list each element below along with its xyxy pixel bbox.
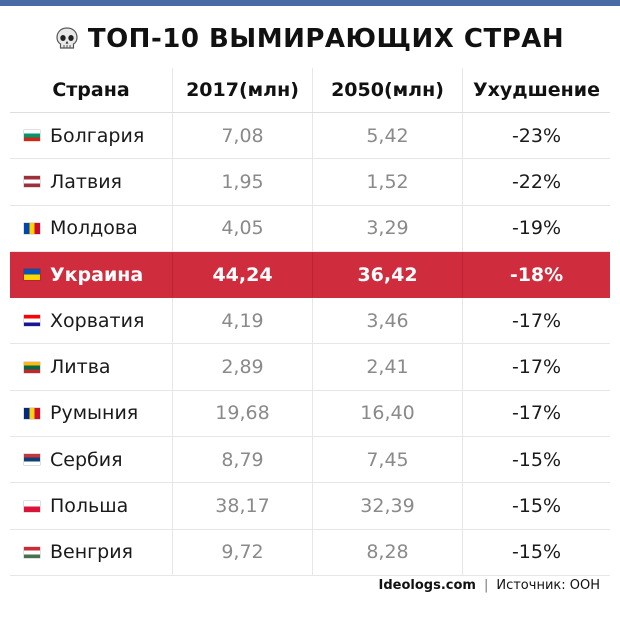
footer-source: Источник: ООН: [496, 577, 600, 593]
change-value: -17%: [511, 402, 562, 425]
table-row: Польша 38,17 32,39 -15%: [10, 483, 610, 530]
table-row: Румыния 19,68 16,40 -17%: [10, 390, 610, 438]
value-2017: 1,95: [173, 159, 313, 205]
table-row: Венгрия 9,72 8,28 -15%: [10, 529, 610, 576]
value-2017: 4,05: [173, 205, 313, 251]
flag-icon: [24, 315, 40, 327]
flag-icon: [24, 454, 40, 466]
header-country: Страна: [10, 68, 173, 112]
value-2050: 16,40: [313, 390, 463, 437]
change-value: -15%: [511, 495, 562, 518]
country-cell: Сербия: [10, 437, 173, 483]
country-cell: Литва: [10, 344, 173, 390]
value-2050: 8,28: [313, 529, 463, 575]
value-2017: 8,79: [173, 437, 313, 483]
footer: Ideologs.com | Источник: ООН: [0, 570, 620, 600]
country-cell: Латвия: [10, 159, 173, 205]
change-value: -18%: [509, 263, 564, 286]
page-title: ТОП-10 ВЫМИРАЮЩИХ СТРАН: [0, 14, 620, 64]
value-2017: 4,19: [173, 298, 313, 344]
flag-icon: [24, 361, 40, 373]
country-name: Болгария: [50, 124, 145, 147]
top-strip: [0, 0, 620, 6]
country-name: Молдова: [50, 217, 138, 240]
value-2050: 3,29: [313, 205, 463, 251]
country-cell: Хорватия: [10, 298, 173, 344]
value-2017: 38,17: [173, 483, 313, 529]
country-cell: Болгария: [10, 113, 173, 159]
country-cell: Румыния: [10, 390, 173, 437]
title-text: ТОП-10 ВЫМИРАЮЩИХ СТРАН: [87, 24, 565, 54]
value-2017: 19,68: [173, 390, 313, 437]
value-2017: 9,72: [173, 529, 313, 575]
country-cell: Польша: [10, 483, 173, 529]
table-row: Украина 44,24 36,42 -18%: [10, 251, 610, 299]
change-value: -17%: [511, 356, 562, 379]
change-value: -19%: [511, 217, 562, 240]
countries-table: Страна 2017(млн) 2050(млн) Ухудшение Бол…: [10, 68, 610, 576]
country-name: Хорватия: [50, 309, 145, 332]
flag-icon: [24, 546, 40, 558]
change-value: -15%: [511, 541, 562, 564]
table-body: Болгария 7,08 5,42 -23% Латвия 1,95 1,52 -22% Мо…: [10, 113, 610, 576]
value-2050: 3,46: [313, 298, 463, 344]
flag-icon: [24, 176, 40, 188]
country-name: Литва: [50, 356, 111, 379]
table-row: Латвия 1,95 1,52 -22%: [10, 159, 610, 206]
country-cell: Венгрия: [10, 529, 173, 575]
table-row: Молдова 4,05 3,29 -19%: [10, 205, 610, 252]
value-2050: 1,52: [313, 159, 463, 205]
country-name: Польша: [50, 495, 129, 518]
value-2050: 32,39: [313, 483, 463, 529]
table-row: Хорватия 4,19 3,46 -17%: [10, 298, 610, 345]
value-2017: 7,08: [173, 113, 313, 159]
table-row: Болгария 7,08 5,42 -23%: [10, 113, 610, 160]
flag-icon: [24, 500, 40, 512]
change-value: -17%: [511, 309, 562, 332]
value-2050: 2,41: [313, 344, 463, 390]
country-cell: Украина: [10, 251, 173, 298]
country-name: Украина: [50, 263, 144, 286]
value-2050: 36,42: [313, 251, 463, 298]
flag-icon: [24, 407, 40, 419]
skull-icon: [56, 27, 78, 51]
value-2050: 7,45: [313, 437, 463, 483]
table-row: Литва 2,89 2,41 -17%: [10, 344, 610, 391]
change-value: -23%: [511, 124, 562, 147]
footer-separator: |: [483, 577, 489, 593]
header-2050: 2050(млн): [313, 68, 463, 112]
header-2017: 2017(млн): [173, 68, 313, 112]
value-2017: 44,24: [173, 251, 313, 298]
country-name: Венгрия: [50, 541, 133, 564]
header-change: Ухудшение: [472, 79, 601, 101]
country-name: Сербия: [50, 448, 123, 471]
flag-icon: [24, 269, 40, 281]
value-2017: 2,89: [173, 344, 313, 390]
change-value: -15%: [511, 448, 562, 471]
footer-site: Ideologs.com: [378, 577, 476, 593]
flag-icon: [24, 222, 40, 234]
flag-icon: [24, 130, 40, 142]
table-row: Сербия 8,79 7,45 -15%: [10, 437, 610, 484]
country-cell: Молдова: [10, 205, 173, 251]
value-2050: 5,42: [313, 113, 463, 159]
change-value: -22%: [511, 170, 562, 193]
table-header: Страна 2017(млн) 2050(млн) Ухудшение: [10, 68, 610, 113]
country-name: Румыния: [50, 402, 139, 425]
country-name: Латвия: [50, 170, 122, 193]
